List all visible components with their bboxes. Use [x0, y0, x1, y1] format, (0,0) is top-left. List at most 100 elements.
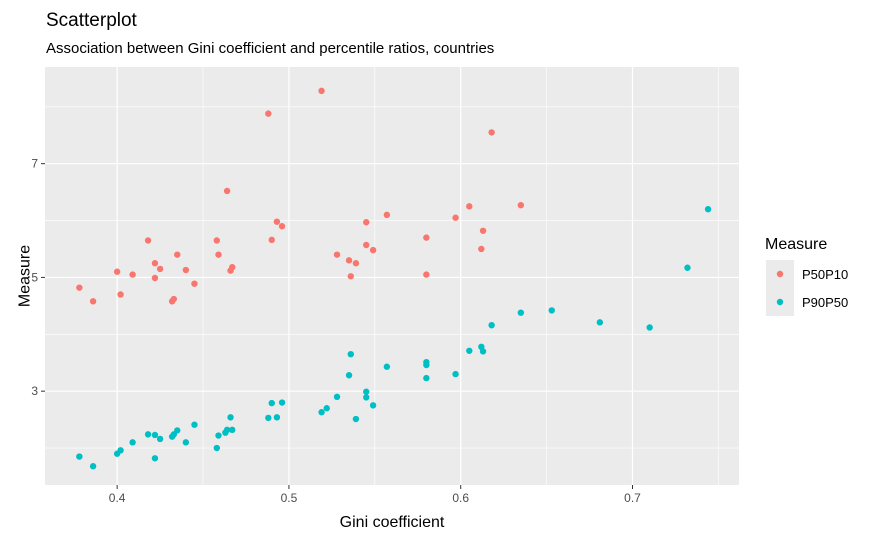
data-point [646, 324, 653, 331]
data-point [213, 444, 220, 452]
data-point [89, 298, 97, 305]
legend-title: Measure [765, 236, 827, 253]
data-point [452, 370, 459, 378]
data-point [318, 87, 325, 95]
data-point [273, 414, 281, 421]
x-tick-label: 0.7 [624, 491, 641, 505]
legend-items: P50P10 P90P50 [766, 260, 848, 316]
data-point [363, 388, 370, 395]
x-tick-label: 0.5 [281, 491, 298, 505]
data-point [383, 211, 391, 219]
series-p90p50 [76, 205, 712, 470]
data-point [129, 439, 136, 446]
data-point [383, 363, 391, 370]
plot-panel [45, 67, 739, 485]
data-point [268, 399, 275, 407]
data-point [113, 268, 121, 275]
data-point [363, 394, 370, 401]
data-point [227, 414, 234, 421]
data-point [151, 431, 159, 439]
data-point [479, 348, 487, 355]
data-point [151, 455, 159, 462]
data-point [318, 409, 325, 416]
data-point [156, 265, 164, 273]
data-point [215, 251, 222, 258]
y-axis-title: Measure [17, 245, 34, 307]
data-point [278, 399, 286, 406]
data-point [170, 295, 178, 303]
x-tick-label: 0.4 [109, 491, 126, 505]
major-gridlines [45, 67, 739, 485]
data-point [174, 251, 181, 258]
legend-label: P90P50 [802, 295, 848, 310]
data-point [466, 203, 473, 210]
x-tick-label: 0.6 [452, 491, 469, 505]
data-point [89, 463, 97, 470]
data-point [345, 372, 353, 379]
data-point [423, 234, 430, 241]
data-point [76, 284, 83, 291]
data-point [229, 263, 236, 271]
data-point [466, 347, 473, 354]
data-point [548, 307, 555, 314]
data-point [517, 309, 525, 316]
data-point [223, 426, 231, 434]
data-point [151, 260, 159, 267]
legend: Measure P50P10 P90P50 [765, 236, 848, 316]
data-point [352, 260, 360, 267]
legend-marker [776, 298, 784, 306]
data-point [363, 241, 370, 249]
data-point [323, 405, 330, 412]
data-point [151, 274, 159, 282]
data-point [452, 214, 459, 221]
minor-gridlines [45, 67, 739, 485]
data-point [174, 427, 181, 434]
data-point [423, 361, 430, 369]
data-point [684, 264, 691, 271]
legend-item-p90p50: P90P50 [766, 288, 848, 316]
data-point [517, 201, 525, 209]
data-point [479, 227, 487, 234]
data-point [488, 129, 495, 136]
data-point [423, 271, 430, 278]
data-point [182, 439, 190, 446]
data-point [191, 280, 198, 287]
data-point [117, 291, 124, 298]
x-axis: 0.4 0.5 0.6 0.7 [109, 485, 641, 505]
data-point [76, 453, 83, 460]
data-point [268, 236, 275, 244]
y-tick-label: 3 [31, 384, 38, 398]
data-point [333, 251, 341, 258]
y-tick-label: 5 [31, 270, 38, 284]
data-point [347, 273, 354, 280]
legend-marker [776, 270, 784, 278]
data-point [191, 421, 198, 428]
data-point [182, 266, 190, 274]
series-p50p10 [76, 87, 525, 305]
data-point [129, 271, 136, 278]
data-point [345, 257, 353, 264]
data-point [369, 402, 377, 409]
data-point [488, 321, 495, 329]
data-point [347, 350, 354, 358]
data-points [76, 87, 712, 470]
data-point [352, 415, 360, 423]
y-axis: 3 5 7 [31, 157, 45, 398]
data-point [144, 431, 152, 438]
chart-subtitle: Association between Gini coefficient and… [46, 40, 494, 57]
data-point [229, 426, 236, 434]
data-point [423, 374, 430, 382]
data-point [273, 218, 281, 225]
data-point [215, 432, 222, 439]
data-point [213, 237, 220, 244]
data-point [478, 245, 485, 253]
data-point [278, 223, 286, 230]
data-point [333, 393, 341, 401]
data-point [223, 187, 231, 195]
legend-item-p50p10: P50P10 [766, 260, 848, 288]
data-point [156, 435, 164, 443]
data-point [363, 219, 370, 226]
y-tick-label: 7 [31, 157, 38, 171]
chart-title: Scatterplot [46, 10, 138, 31]
